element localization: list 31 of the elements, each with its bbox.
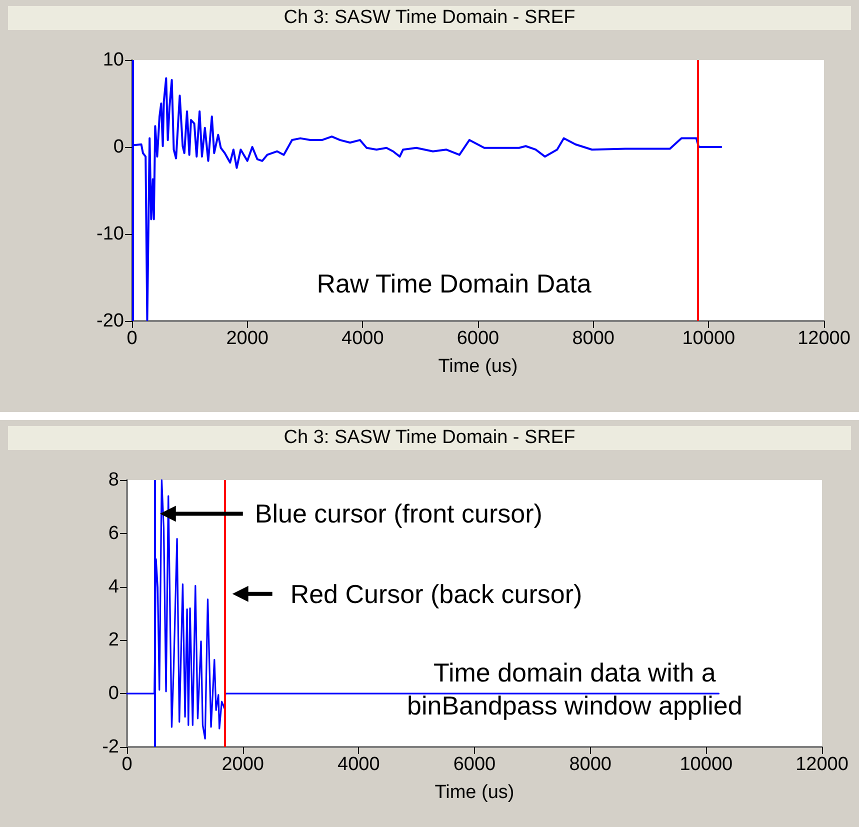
- x-tick-label: 8000: [569, 754, 612, 775]
- x-tick-label: 12000: [798, 328, 850, 349]
- x-tick-label: 12000: [796, 754, 848, 775]
- annotation: Raw Time Domain Data: [316, 268, 592, 298]
- x-tick-label: 10000: [680, 754, 733, 775]
- y-tick-label: -20: [96, 310, 124, 332]
- y-tick-label: 0: [113, 136, 124, 158]
- x-tick-label: 4000: [338, 754, 380, 775]
- x-tick-label: 6000: [453, 754, 496, 775]
- x-tick-label: 6000: [456, 328, 500, 349]
- annotation: Time domain data with a binBandpass window applied: [407, 658, 742, 721]
- x-axis-title: Time (us): [438, 356, 518, 377]
- y-tick-label: 2: [108, 630, 119, 651]
- y-tick-label: 10: [102, 50, 124, 70]
- y-tick-label: 6: [108, 522, 119, 544]
- y-tick-label: -10: [96, 224, 124, 244]
- y-tick-label: -2: [102, 736, 119, 758]
- x-tick-label: 8000: [572, 328, 614, 349]
- annotation: Red Cursor (back cursor): [290, 578, 582, 609]
- x-tick-label: 10000: [682, 328, 736, 349]
- chart-title: Ch 3: SASW Time Domain - SREF: [8, 6, 851, 30]
- x-axis-title: Time (us): [434, 782, 514, 803]
- y-tick-label: 0: [108, 683, 119, 704]
- x-tick-label: 0: [126, 328, 138, 349]
- y-tick-label: 8: [108, 470, 119, 490]
- x-tick-label: 2000: [222, 754, 264, 775]
- x-tick-label: 2000: [226, 328, 268, 349]
- annotation: Blue cursor (front cursor): [254, 498, 542, 529]
- x-tick-label: 4000: [342, 328, 384, 349]
- y-tick-label: 4: [108, 576, 120, 598]
- chart-title: Ch 3: SASW Time Domain - SREF: [8, 426, 851, 450]
